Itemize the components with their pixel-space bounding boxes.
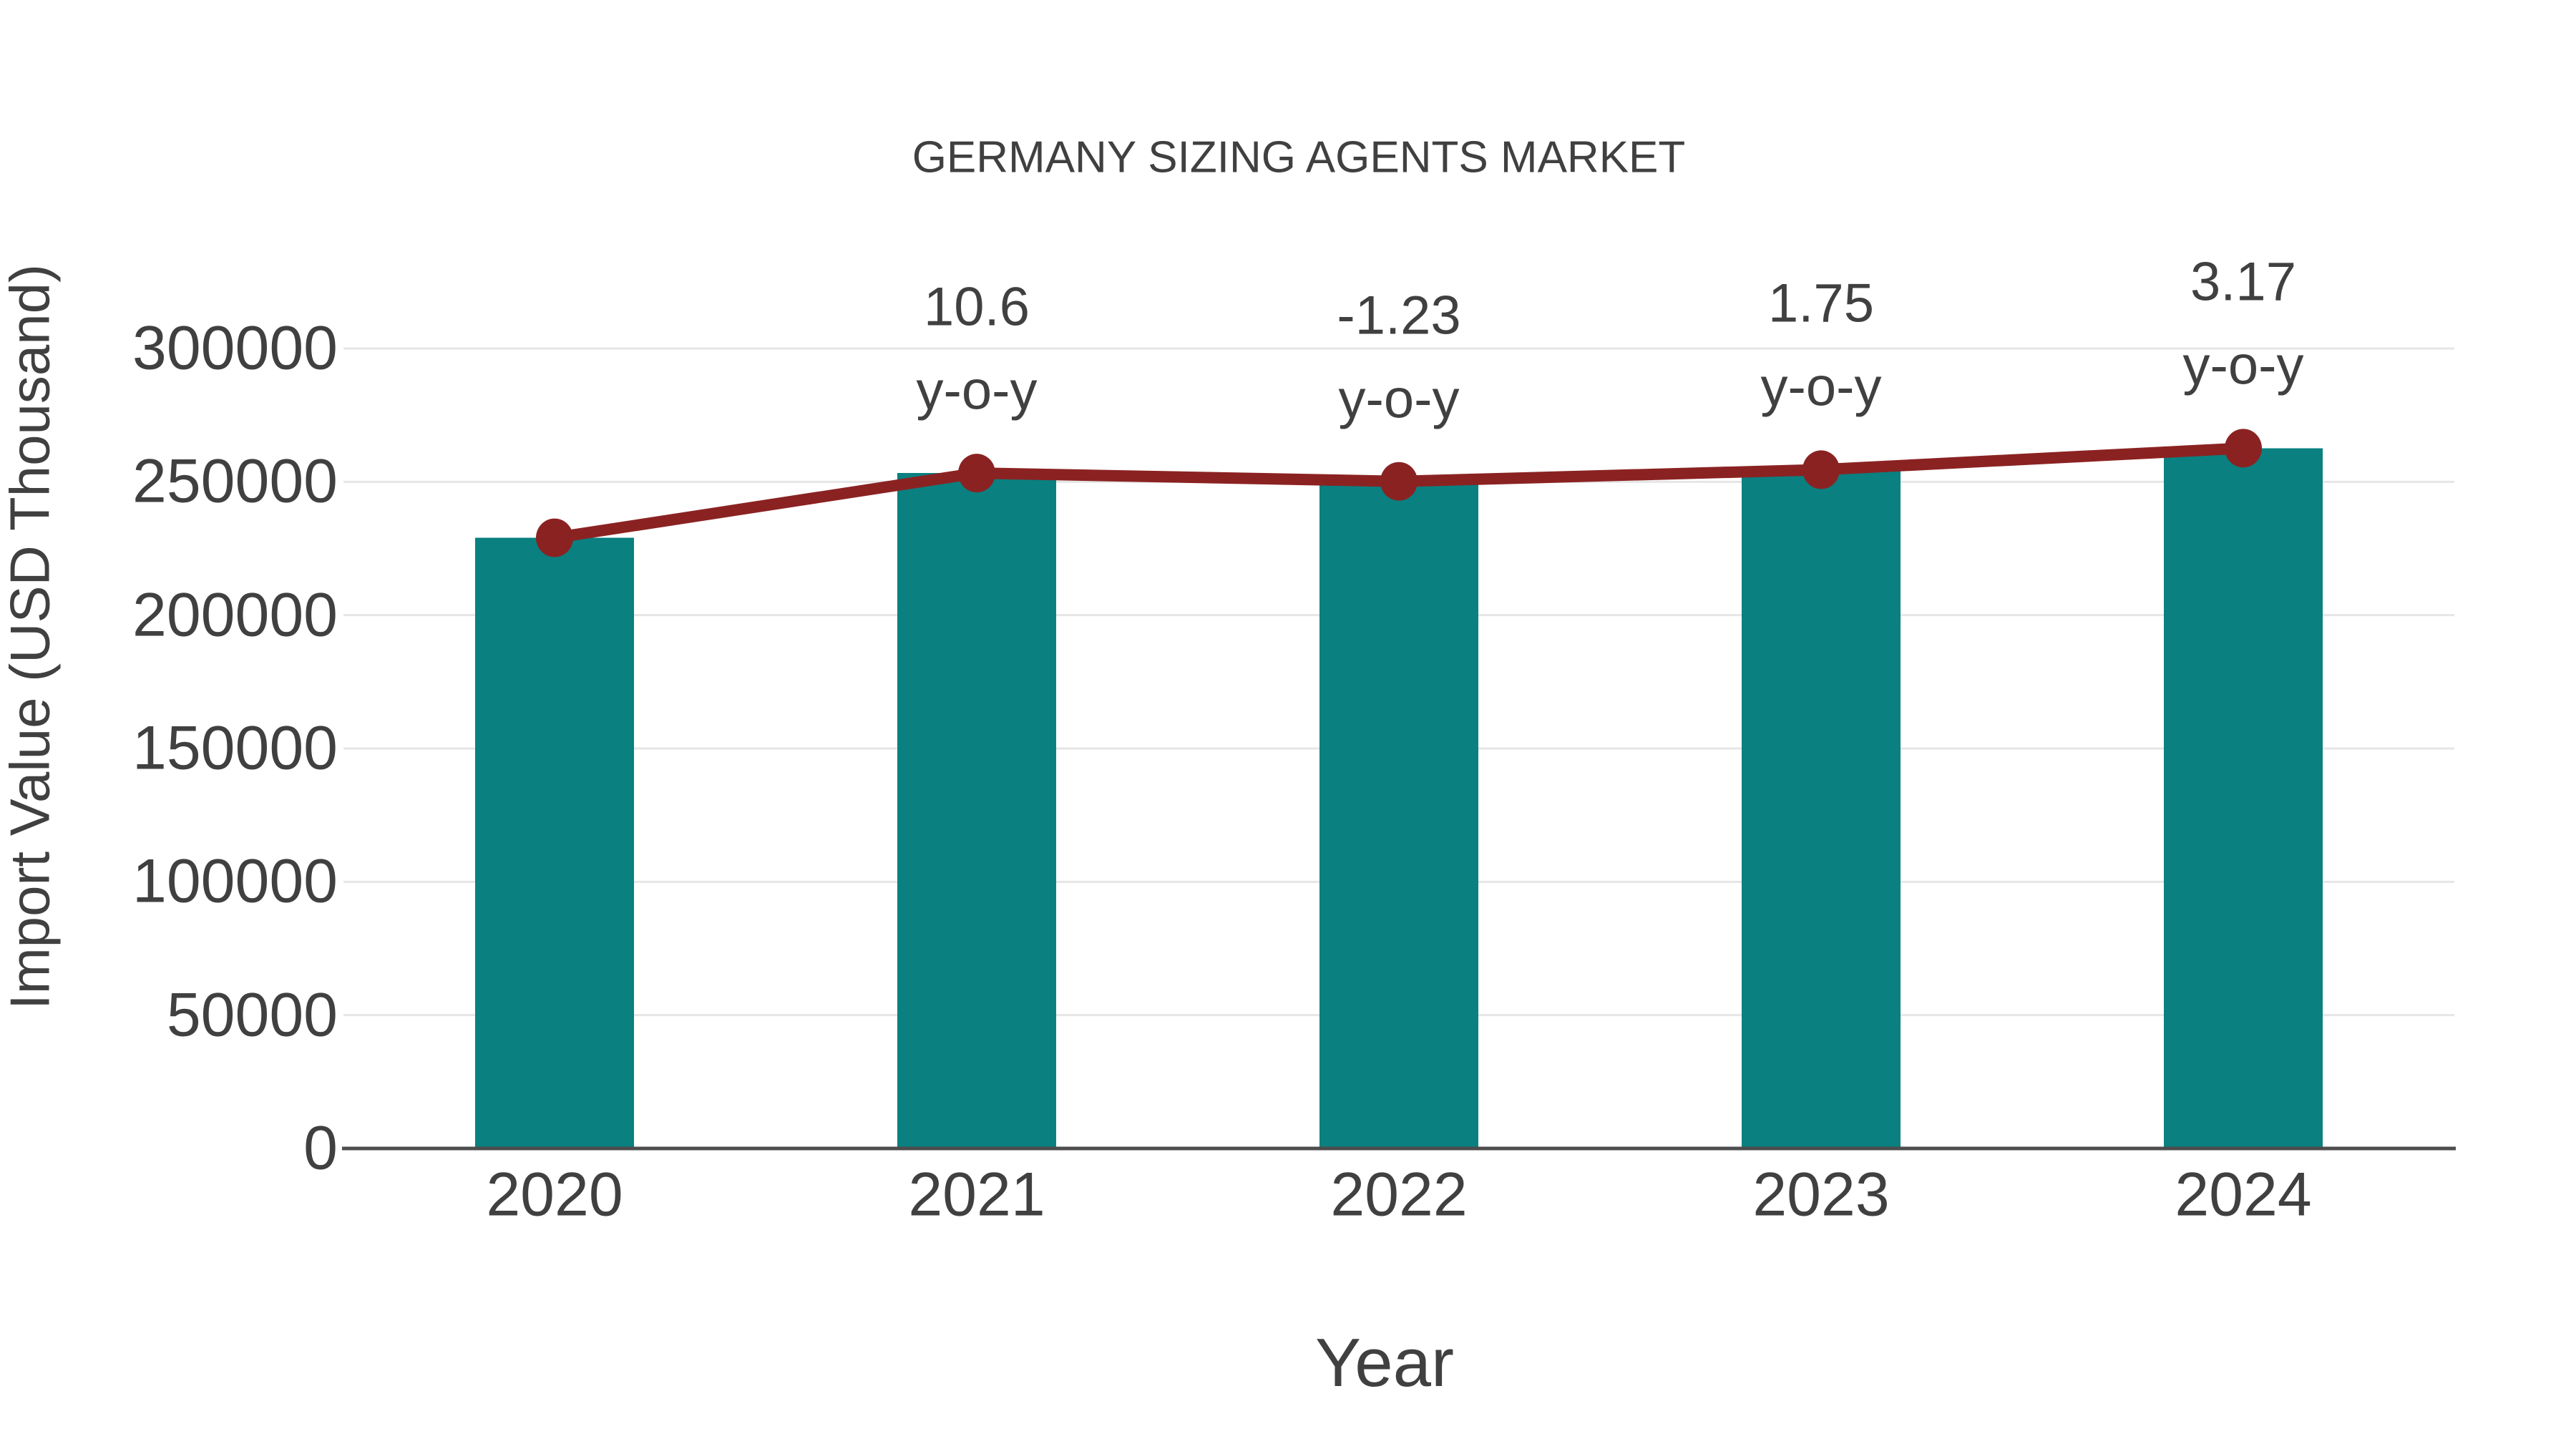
annotation-label-2023: y-o-y	[1760, 356, 1882, 418]
y-tick-label-250000: 250000	[132, 447, 338, 516]
bar-2023	[1742, 469, 1901, 1148]
annotation-value-2021: 10.6	[924, 276, 1030, 338]
marker-2024	[2225, 429, 2262, 468]
marker-2020	[536, 518, 573, 557]
x-tick-label-2021: 2021	[908, 1160, 1045, 1229]
bar-2021	[897, 473, 1056, 1148]
y-tick-label-150000: 150000	[132, 713, 338, 783]
x-tick-label-2020: 2020	[486, 1160, 623, 1229]
x-tick-label-2023: 2023	[1752, 1160, 1890, 1229]
bar-2020	[475, 537, 634, 1148]
x-tick-label-2024: 2024	[2175, 1160, 2312, 1229]
marker-2023	[1802, 450, 1840, 489]
x-axis-title: Year	[1315, 1324, 1454, 1401]
annotation-label-2022: y-o-y	[1338, 369, 1460, 430]
y-tick-label-0: 0	[303, 1113, 338, 1183]
marker-2021	[958, 454, 995, 493]
annotation-value-2024: 3.17	[2190, 251, 2296, 313]
marker-2022	[1380, 462, 1418, 501]
chart-title: GERMANY SIZING AGENTS MARKET	[912, 132, 1686, 182]
annotation-label-2021: y-o-y	[916, 360, 1038, 421]
y-tick-label-100000: 100000	[132, 847, 338, 916]
y-tick-label-50000: 50000	[166, 980, 338, 1050]
annotation-value-2023: 1.75	[1768, 273, 1874, 334]
bar-2022	[1319, 481, 1478, 1148]
bar-2024	[2164, 448, 2323, 1148]
y-tick-label-300000: 300000	[132, 313, 338, 383]
annotation-label-2024: y-o-y	[2182, 335, 2304, 396]
x-tick-label-2022: 2022	[1330, 1160, 1468, 1229]
annotation-value-2022: -1.23	[1337, 285, 1461, 346]
y-tick-label-200000: 200000	[132, 580, 338, 650]
